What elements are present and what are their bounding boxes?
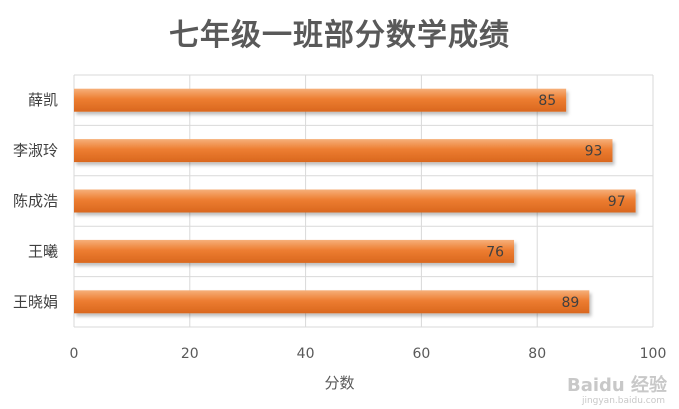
x-tick-label: 20	[181, 346, 199, 362]
data-label: 85	[538, 93, 556, 109]
x-tick-label: 80	[528, 346, 546, 362]
bar	[74, 139, 613, 163]
category-label: 薛凯	[28, 91, 58, 109]
chart-title: 七年级一班部分数学成绩	[169, 18, 510, 53]
data-label: 93	[585, 144, 603, 160]
category-label: 王曦	[28, 242, 58, 260]
category-label: 王晓娟	[13, 293, 58, 311]
data-label: 76	[486, 244, 504, 260]
x-axis-label: 分数	[324, 374, 355, 392]
x-tick-label: 40	[297, 346, 315, 362]
bar	[74, 290, 590, 314]
watermark-url: jingyan.baidu.com	[581, 396, 665, 406]
category-label: 陈成浩	[13, 192, 58, 210]
x-tick-label: 0	[70, 346, 79, 362]
data-label: 89	[561, 295, 579, 311]
bar	[74, 189, 636, 213]
x-tick-label: 100	[640, 346, 667, 362]
bar	[74, 88, 567, 112]
data-label: 97	[608, 194, 626, 210]
watermark-logo: Baidu 经验	[566, 375, 667, 396]
x-tick-label: 60	[412, 346, 430, 362]
bar	[74, 239, 515, 263]
category-label: 李淑玲	[13, 142, 58, 160]
